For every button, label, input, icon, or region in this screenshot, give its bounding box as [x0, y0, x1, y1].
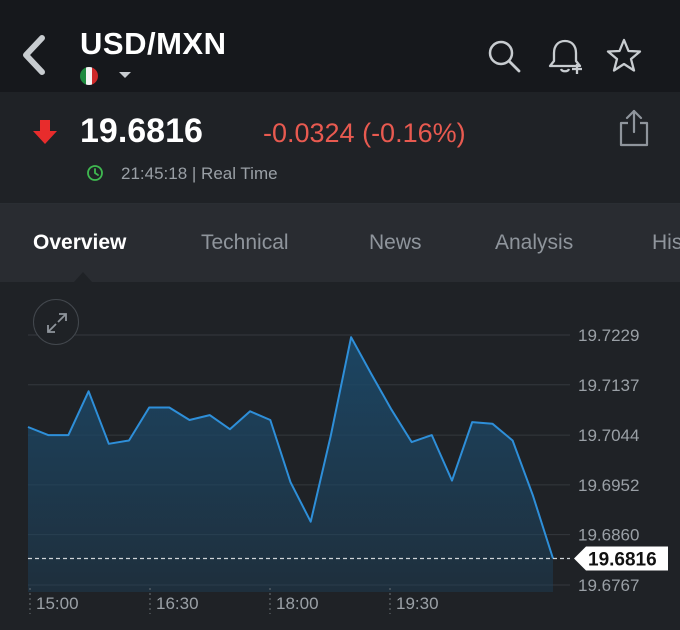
- tab-bar: Overview Technical News Analysis His: [0, 204, 680, 282]
- price-change: -0.0324 (-0.16%): [263, 118, 466, 148]
- y-tick-label: 19.6952: [578, 476, 639, 495]
- y-tick-label: 19.7229: [578, 326, 639, 345]
- tab-overview[interactable]: Overview: [33, 231, 127, 254]
- active-tab-indicator: [74, 272, 92, 282]
- expand-chart-button[interactable]: [33, 299, 79, 345]
- tab-technical[interactable]: Technical: [201, 231, 289, 254]
- expand-icon: [47, 313, 67, 333]
- chevron-left-icon[interactable]: [14, 30, 54, 80]
- last-price: 19.6816: [80, 112, 203, 150]
- price-line: [27, 336, 554, 559]
- star-icon[interactable]: [604, 36, 644, 76]
- arrow-down-icon: [33, 120, 57, 144]
- y-tick-label: 19.6767: [578, 576, 639, 595]
- x-tick-label: 16:30: [156, 594, 199, 613]
- y-tick-label: 19.6860: [578, 526, 639, 545]
- current-price-marker: [574, 546, 668, 571]
- y-tick-label: 19.7044: [578, 426, 639, 445]
- x-tick-label: 19:30: [396, 594, 439, 613]
- caret-down-icon[interactable]: [118, 70, 132, 80]
- x-tick-label: 18:00: [276, 594, 319, 613]
- current-price-label: 19.6816: [588, 549, 657, 570]
- top-bar: USD/MXN: [0, 0, 680, 92]
- tab-historical[interactable]: His: [652, 231, 680, 254]
- clock-icon: [87, 165, 103, 181]
- quote-panel: [0, 92, 680, 204]
- page-title: USD/MXN: [80, 26, 227, 61]
- search-icon[interactable]: [484, 36, 524, 76]
- mexico-flag-icon[interactable]: [80, 67, 98, 85]
- x-tick-label: 15:00: [36, 594, 79, 613]
- price-area: [28, 337, 553, 592]
- tab-news[interactable]: News: [369, 231, 422, 254]
- quote-time: 21:45:18 | Real Time: [121, 164, 278, 183]
- y-tick-label: 19.7137: [578, 376, 639, 395]
- bell-plus-icon[interactable]: [545, 36, 585, 76]
- share-icon[interactable]: [616, 108, 652, 148]
- tab-analysis[interactable]: Analysis: [495, 231, 574, 254]
